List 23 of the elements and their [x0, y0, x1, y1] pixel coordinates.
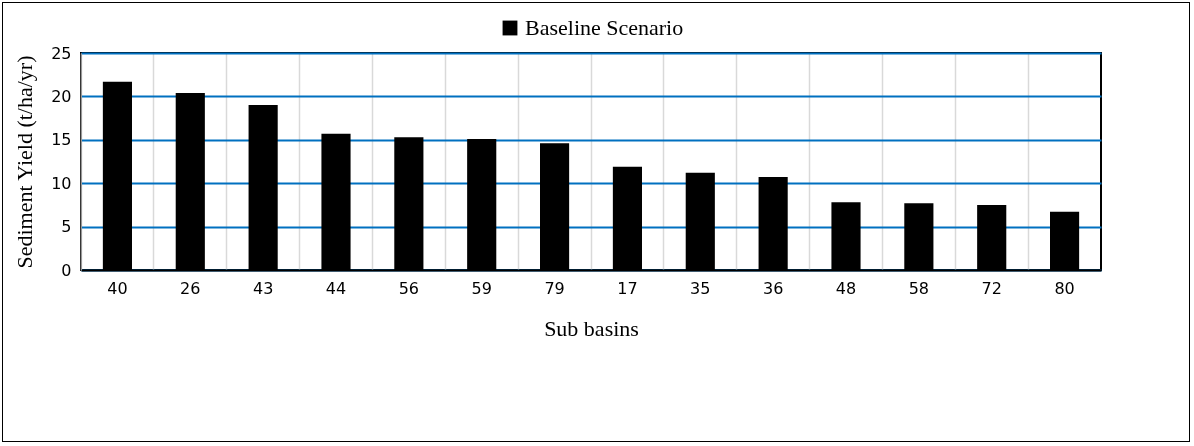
x-tick-label: 36 [762, 278, 784, 298]
y-axis-title: Sediment Yield (t/ha/yr) [12, 55, 38, 269]
x-tick-label: 59 [471, 278, 492, 298]
y-tick-label: 15 [51, 130, 72, 150]
y-tick-label: 25 [51, 43, 72, 63]
x-tick-label: 17 [617, 278, 638, 298]
y-tick-label: 5 [61, 217, 72, 237]
x-tick-label: 72 [981, 278, 1002, 298]
y-tick-label: 0 [61, 260, 72, 280]
y-tick-label: 10 [51, 173, 72, 193]
x-tick-label: 26 [180, 278, 201, 298]
x-tick-label: 58 [908, 278, 930, 298]
x-tick-label: 79 [544, 278, 565, 298]
x-tick-label: 44 [325, 278, 347, 298]
x-tick-label: 56 [398, 278, 420, 298]
x-tick-label: 80 [1054, 278, 1075, 298]
x-tick-label: 48 [835, 278, 857, 298]
x-tick-label: 35 [690, 278, 711, 298]
legend-label: Baseline Scenario [525, 15, 684, 40]
x-axis-title: Sub basins [544, 315, 639, 341]
x-tick-label: 43 [252, 278, 274, 298]
x-tick-label: 40 [107, 278, 128, 298]
y-tick-label: 20 [51, 86, 72, 106]
